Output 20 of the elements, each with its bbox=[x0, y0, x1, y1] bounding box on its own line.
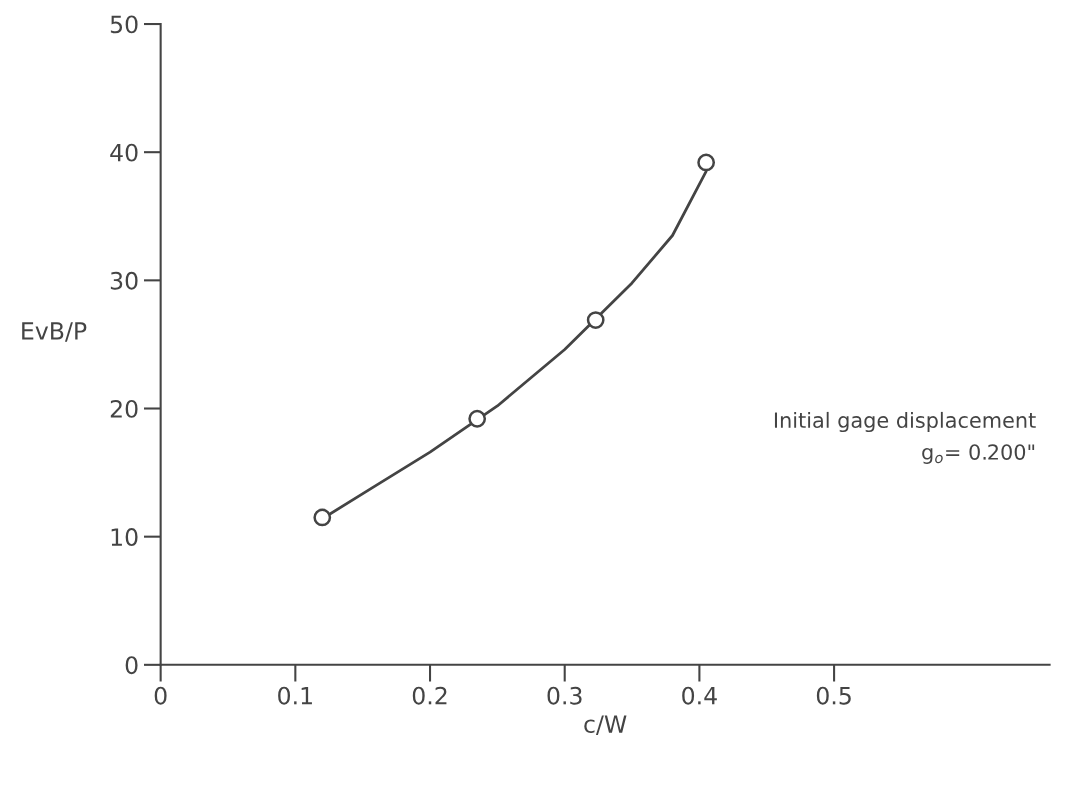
y-tick-label: 20 bbox=[110, 399, 138, 418]
y-tick-label: 0 bbox=[125, 656, 138, 675]
y-tick-label: 10 bbox=[111, 528, 138, 546]
point bbox=[313, 508, 332, 527]
x-axis-title: c/W bbox=[584, 715, 627, 735]
annotation: g$_{o}$= 0.200" bbox=[922, 444, 1035, 464]
x-tick-label: 0.4 bbox=[682, 686, 717, 705]
y-axis-title: EvB/P bbox=[22, 322, 87, 342]
x-tick-label: 0 bbox=[154, 686, 167, 705]
x-tick-label: 0.3 bbox=[547, 686, 582, 705]
annotation: Initial gage displacement bbox=[774, 411, 1036, 433]
point bbox=[586, 311, 605, 329]
point bbox=[468, 409, 487, 428]
x-tick-label: 0.2 bbox=[412, 686, 447, 705]
y-tick-label: 40 bbox=[110, 143, 138, 162]
point bbox=[697, 153, 716, 172]
y-tick-label: 50 bbox=[110, 15, 138, 34]
x-tick-label: 0.5 bbox=[816, 686, 851, 705]
y-tick-label: 30 bbox=[110, 271, 138, 290]
x-tick-label: 0.1 bbox=[278, 686, 312, 705]
